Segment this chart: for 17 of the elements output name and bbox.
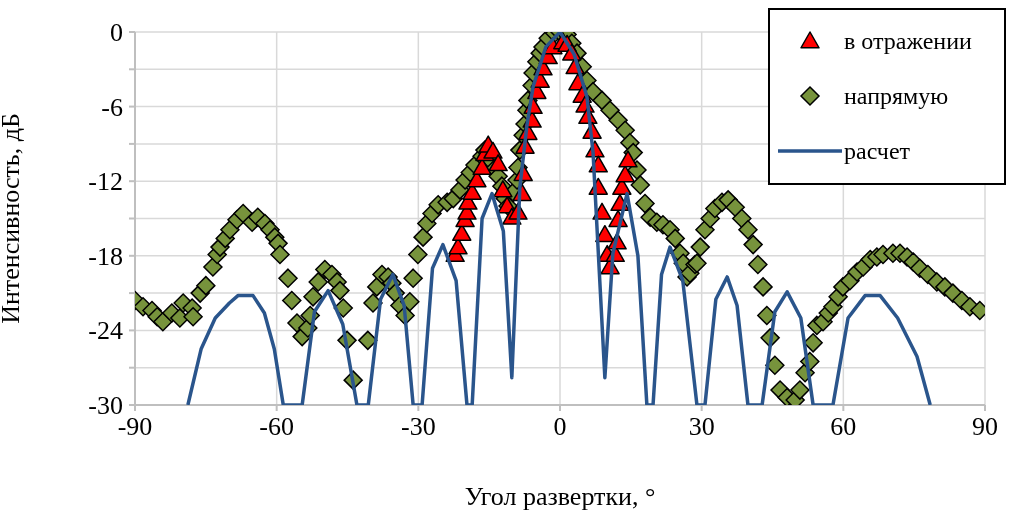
y-tick-label: -30	[88, 391, 123, 420]
y-tick-label: -12	[88, 167, 123, 197]
legend-label: в отражении	[844, 28, 973, 54]
x-tick-label: 90	[972, 412, 998, 441]
x-tick-label: 60	[830, 412, 857, 441]
legend-label: напрямую	[844, 83, 949, 109]
x-axis-title: Угол развертки, °	[464, 482, 656, 511]
y-axis-title: Интенсивность, дБ	[0, 113, 26, 324]
legend-label: расчет	[844, 138, 911, 164]
x-tick-label: -30	[401, 412, 436, 441]
y-tick-label: -6	[101, 92, 123, 122]
y-tick-label: 0	[110, 18, 123, 47]
y-tick-label: -24	[88, 316, 123, 346]
x-tick-label: -60	[259, 412, 294, 441]
y-tick-label: -18	[88, 241, 123, 271]
x-tick-label: 30	[688, 412, 715, 441]
x-tick-label: 0	[553, 412, 567, 441]
